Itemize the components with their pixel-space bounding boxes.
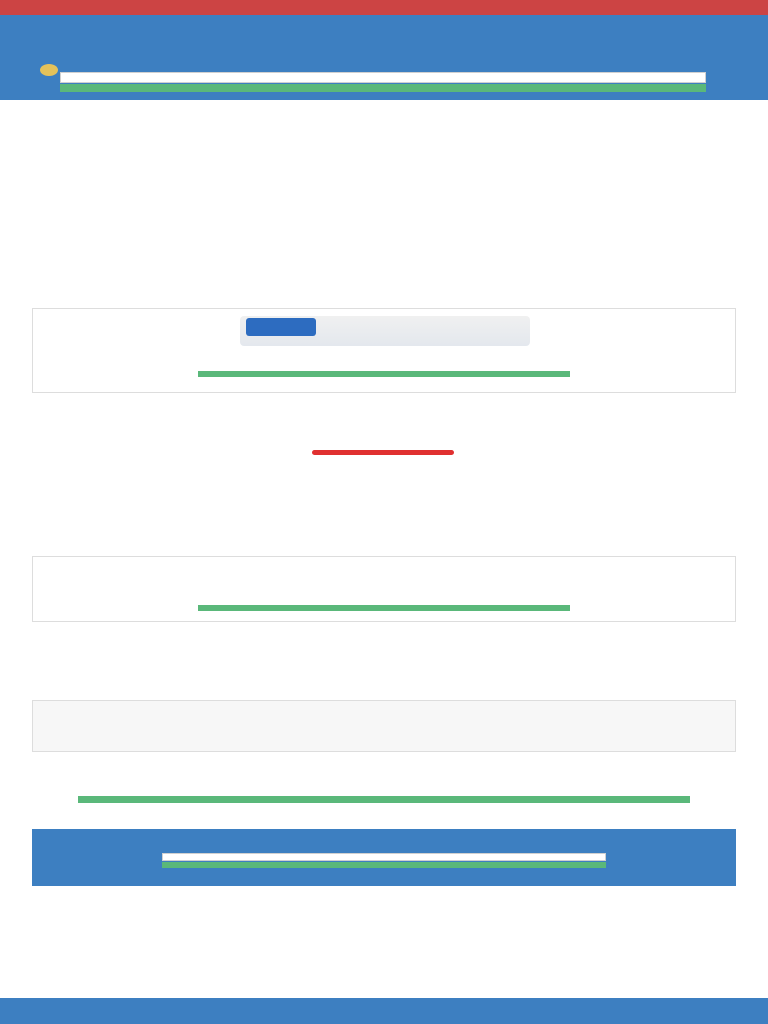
product-title[interactable] <box>120 572 648 592</box>
combined-chlorine-paragraph-2 <box>32 432 732 444</box>
product-card <box>32 556 736 622</box>
recommended-item-title[interactable] <box>32 976 682 988</box>
subscribe-note <box>162 870 606 880</box>
hero-signup-button[interactable] <box>60 84 706 92</box>
subscribe-button-label <box>162 861 606 869</box>
product-title[interactable] <box>140 340 630 356</box>
product-description <box>120 592 648 604</box>
author-bio-box <box>32 700 736 752</box>
total-chlorine-paragraph <box>32 479 732 491</box>
hero-email-input[interactable] <box>60 72 706 83</box>
promo-title <box>60 757 708 777</box>
recommended-item-description <box>32 945 722 955</box>
buy-button-label <box>198 604 570 612</box>
product-description <box>140 358 630 370</box>
intro-paragraph-2 <box>32 148 732 160</box>
recommended-item-title[interactable] <box>32 923 682 945</box>
author-bio-text <box>110 712 658 748</box>
footer-copyright <box>80 1002 688 1012</box>
promo-cta-label <box>78 795 690 804</box>
combined-chlorine-paragraph-1[interactable] <box>32 408 732 432</box>
section-paragraph <box>32 200 722 216</box>
site-footer <box>0 998 768 1024</box>
subscribe-title <box>150 833 620 851</box>
put-together-paragraph-2[interactable] <box>32 532 732 552</box>
author-avatar <box>40 64 58 76</box>
free-chlorine-paragraph-2[interactable] <box>32 257 732 289</box>
buy-on-amazon-button[interactable] <box>198 371 570 377</box>
heading-free-chlorine <box>32 217 452 231</box>
hero-signup-label <box>60 84 706 92</box>
video-embed[interactable] <box>312 450 454 455</box>
keep-chlorine-paragraph-1 <box>32 646 732 668</box>
free-chlorine-paragraph-3 <box>32 290 732 302</box>
buy-button-label <box>198 370 570 378</box>
put-together-paragraph-1 <box>32 507 732 531</box>
affiliate-note <box>140 380 630 388</box>
recommended-item-description <box>32 988 722 997</box>
subscribe-button[interactable] <box>162 862 606 868</box>
recommended-item-title[interactable] <box>32 955 682 967</box>
footer-links[interactable] <box>80 1012 688 1022</box>
subscribe-email-input[interactable] <box>162 853 606 861</box>
heading-combined-chlorine <box>32 394 632 408</box>
site-logo[interactable] <box>300 14 470 26</box>
affiliate-note <box>120 613 648 621</box>
buy-on-amazon-button[interactable] <box>198 605 570 611</box>
recommended-item-description <box>32 912 722 922</box>
free-chlorine-paragraph-1[interactable] <box>32 231 732 255</box>
product-image-label <box>246 318 316 336</box>
section-heading-what-are <box>32 160 722 198</box>
hero-note <box>60 92 706 100</box>
top-announcement-bar[interactable] <box>0 0 768 15</box>
closing-line <box>32 688 432 699</box>
announcement-text <box>200 2 570 13</box>
recommended-item-title[interactable] <box>32 899 682 911</box>
promo-description <box>60 777 708 795</box>
heading-put-it-together <box>32 493 592 507</box>
heading-total-chlorine <box>32 465 462 479</box>
keep-chlorine-paragraph-2 <box>32 668 732 688</box>
promo-cta-button[interactable] <box>78 796 690 803</box>
intro-paragraph-1 <box>32 104 732 148</box>
